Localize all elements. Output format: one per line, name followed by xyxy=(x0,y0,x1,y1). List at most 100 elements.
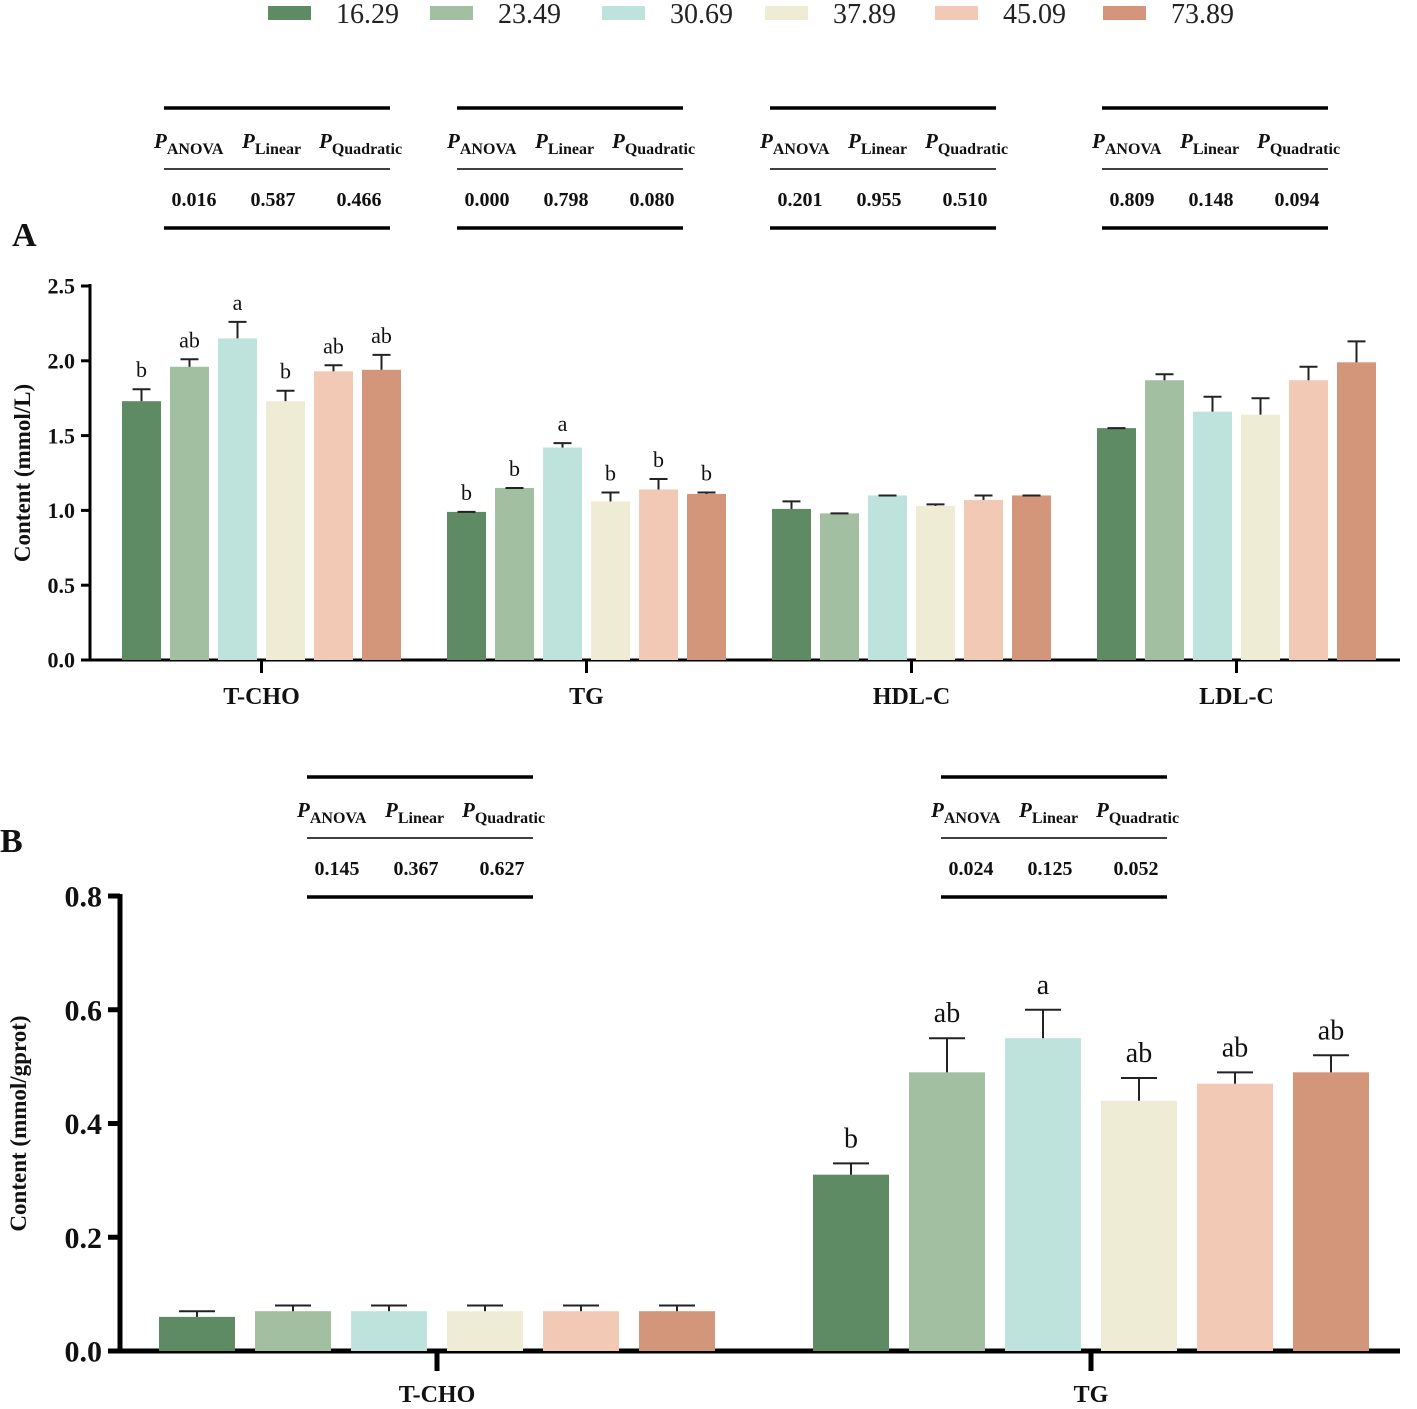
p-subscript-linear: Linear xyxy=(1193,141,1239,158)
significance-letter-TG-73.89: ab xyxy=(1318,1015,1344,1046)
significance-letter-T-CHO-30.69: a xyxy=(233,290,243,315)
stats-header-anova: PANOVA xyxy=(296,798,367,827)
y-tick-label: 2.0 xyxy=(48,349,76,374)
stats-value-anova: 0.145 xyxy=(315,858,360,880)
bar-HDL-C-30.69 xyxy=(868,495,907,660)
stats-value-linear: 0.148 xyxy=(1189,189,1234,211)
bar-LDL-C-16.29 xyxy=(1097,428,1136,660)
y-tick-label: 1.5 xyxy=(48,423,76,448)
y-tick-label: 1.0 xyxy=(48,498,76,523)
significance-letter-TG-30.69: a xyxy=(1037,970,1050,1001)
p-symbol: P xyxy=(296,798,310,822)
stats-value-quadratic: 0.094 xyxy=(1275,189,1320,211)
y-axis-label: Content (mmol/gprot) xyxy=(6,1015,31,1231)
stats-header-anova: PANOVA xyxy=(153,129,224,158)
stats-value-quadratic: 0.080 xyxy=(630,189,675,211)
bar-T-CHO-45.09 xyxy=(314,371,353,660)
bar-TG-73.89 xyxy=(1293,1072,1369,1351)
legend-label-23.49: 23.49 xyxy=(498,0,561,30)
significance-letter-TG-37.89: b xyxy=(605,460,616,485)
p-subscript-anova: ANOVA xyxy=(460,141,517,158)
significance-letter-TG-45.09: b xyxy=(653,447,664,472)
legend-label-37.89: 37.89 xyxy=(833,0,896,30)
stats-value-anova: 0.809 xyxy=(1110,189,1155,211)
bar-T-CHO-23.49 xyxy=(255,1311,331,1351)
bar-T-CHO-23.49 xyxy=(170,366,209,660)
p-symbol: P xyxy=(1091,129,1105,153)
bar-T-CHO-30.69 xyxy=(218,338,257,660)
panel-label: B xyxy=(0,823,23,860)
p-symbol: P xyxy=(1179,129,1193,153)
bar-TG-16.29 xyxy=(447,511,486,660)
bar-T-CHO-45.09 xyxy=(543,1311,619,1351)
category-label-T-CHO: T-CHO xyxy=(223,684,299,710)
p-symbol: P xyxy=(759,129,773,153)
stats-value-quadratic: 0.510 xyxy=(943,189,988,211)
stats-header-quadratic: PQuadratic xyxy=(1256,129,1340,158)
bar-HDL-C-37.89 xyxy=(916,505,955,660)
stats-header-linear: PLinear xyxy=(847,129,907,158)
significance-letter-TG-73.89: b xyxy=(701,460,712,485)
y-tick-label: 0.2 xyxy=(65,1222,103,1255)
p-symbol: P xyxy=(318,129,332,153)
p-subscript-anova: ANOVA xyxy=(1105,141,1162,158)
p-subscript-linear: Linear xyxy=(398,810,444,827)
bar-LDL-C-37.89 xyxy=(1241,414,1280,660)
p-symbol: P xyxy=(1256,129,1270,153)
legend-swatch-37.89 xyxy=(765,6,808,20)
significance-letter-T-CHO-16.29: b xyxy=(136,357,147,382)
stats-value-linear: 0.367 xyxy=(394,858,439,880)
stats-value-quadratic: 0.052 xyxy=(1114,858,1159,880)
p-subscript-quadratic: Quadratic xyxy=(938,141,1008,158)
y-tick-label: 2.5 xyxy=(48,274,76,299)
p-symbol: P xyxy=(534,129,548,153)
p-subscript-quadratic: Quadratic xyxy=(1109,810,1179,827)
p-symbol: P xyxy=(461,798,475,822)
significance-letter-TG-23.49: ab xyxy=(934,998,960,1029)
bar-LDL-C-23.49 xyxy=(1145,380,1184,660)
y-tick-label: 0.0 xyxy=(65,1336,103,1369)
bar-T-CHO-73.89 xyxy=(362,369,401,660)
legend-label-30.69: 30.69 xyxy=(670,0,733,30)
stats-header-anova: PANOVA xyxy=(759,129,830,158)
stats-value-quadratic: 0.627 xyxy=(480,858,525,880)
p-subscript-anova: ANOVA xyxy=(773,141,830,158)
significance-letter-TG-30.69: a xyxy=(558,411,568,436)
significance-letter-T-CHO-73.89: ab xyxy=(371,323,392,348)
p-subscript-quadratic: Quadratic xyxy=(625,141,695,158)
category-label-TG: TG xyxy=(569,684,604,710)
significance-letter-TG-23.49: b xyxy=(509,456,520,481)
stats-value-quadratic: 0.466 xyxy=(337,189,382,211)
p-symbol: P xyxy=(384,798,398,822)
bar-TG-45.09 xyxy=(639,489,678,660)
bar-T-CHO-73.89 xyxy=(639,1311,715,1351)
stats-header-linear: PLinear xyxy=(1018,798,1078,827)
p-symbol: P xyxy=(153,129,167,153)
p-subscript-linear: Linear xyxy=(548,141,594,158)
stats-header-quadratic: PQuadratic xyxy=(924,129,1008,158)
p-symbol: P xyxy=(930,798,944,822)
stats-header-quadratic: PQuadratic xyxy=(318,129,402,158)
bar-HDL-C-23.49 xyxy=(820,513,859,660)
y-tick-label: 0.5 xyxy=(48,573,76,598)
p-symbol: P xyxy=(924,129,938,153)
bar-TG-73.89 xyxy=(687,493,726,660)
p-subscript-linear: Linear xyxy=(1032,810,1078,827)
panel-b: 0.0 0.2 0.4 0.6 0.8 Content (mmol/gprot) B T-CH… xyxy=(0,775,1400,1408)
stats-value-linear: 0.798 xyxy=(544,189,589,211)
stats-value-anova: 0.024 xyxy=(949,858,994,880)
category-label-LDL-C: LDL-C xyxy=(1199,684,1274,710)
legend-swatch-73.89 xyxy=(1103,6,1146,20)
stats-header-linear: PLinear xyxy=(241,129,301,158)
stats-value-linear: 0.125 xyxy=(1028,858,1073,880)
p-symbol: P xyxy=(611,129,625,153)
stats-header-quadratic: PQuadratic xyxy=(1095,798,1179,827)
y-tick-label: 0.6 xyxy=(65,994,103,1027)
legend-label-45.09: 45.09 xyxy=(1003,0,1066,30)
bar-HDL-C-45.09 xyxy=(964,499,1003,660)
